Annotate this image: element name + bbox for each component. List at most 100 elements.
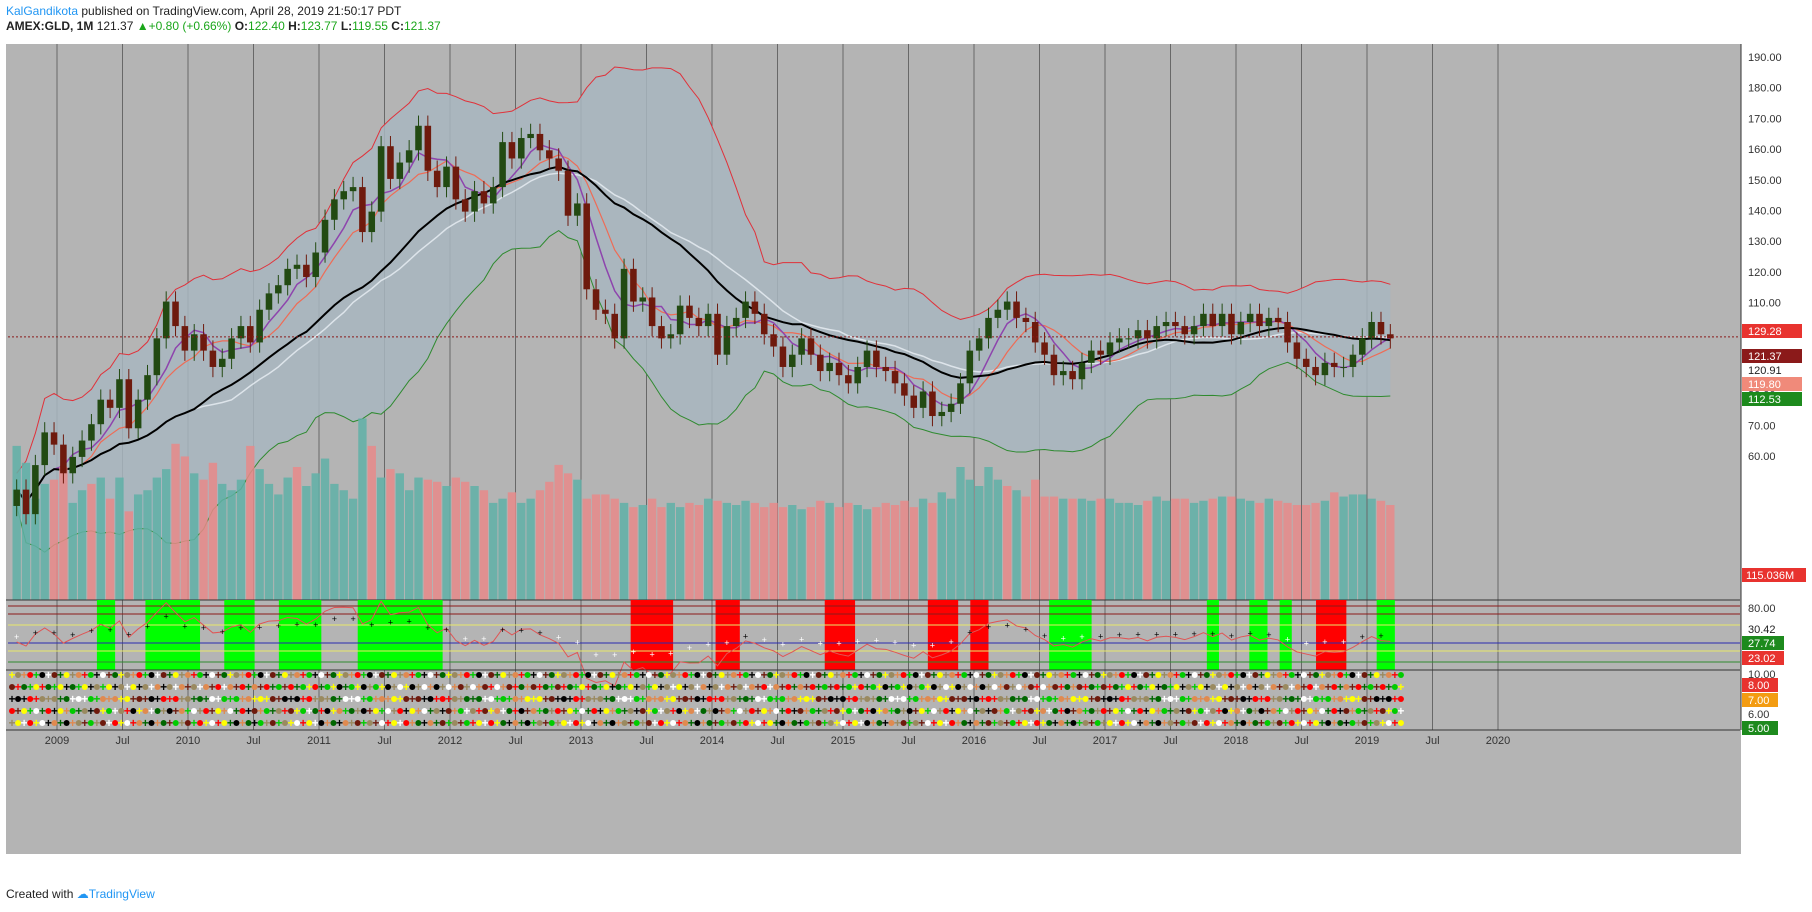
volume-label-box (1742, 568, 1806, 582)
signal-dot (142, 708, 149, 714)
signal-cross: + (130, 716, 137, 730)
signal-dot (664, 684, 671, 690)
volume-bar (498, 498, 507, 600)
signal-cross: + (469, 716, 476, 730)
signal-dot (288, 708, 294, 714)
signal-cross: + (1034, 704, 1041, 718)
signal-dot (318, 720, 325, 726)
signal-dot (1228, 720, 1235, 726)
signal-cross: + (664, 716, 671, 730)
signal-cross: + (639, 692, 646, 706)
price-tick-label: 60.00 (1748, 451, 1776, 463)
oscillator-marker: + (986, 622, 991, 632)
signal-cross: + (955, 692, 962, 706)
tradingview-brand[interactable]: TradingView (88, 887, 155, 901)
matrix-label-box (1742, 721, 1778, 735)
volume-bar (619, 502, 629, 600)
oscillator-marker: + (220, 627, 225, 637)
signal-dot (488, 672, 495, 678)
price-label-text: 129.28 (1748, 326, 1782, 338)
price-tick-label: 120.00 (1748, 267, 1782, 279)
signal-dot (1234, 708, 1241, 714)
signal-dot (791, 672, 798, 678)
symbol-label[interactable]: AMEX:GLD, 1M (6, 19, 94, 33)
signal-dot (1246, 708, 1253, 714)
signal-zone (927, 600, 959, 670)
oscillator-label-box (1742, 622, 1784, 636)
signal-dot (1155, 696, 1162, 702)
signal-cross: + (106, 716, 113, 730)
signal-cross: + (858, 692, 865, 706)
signal-dot (767, 672, 774, 678)
signal-cross: + (1288, 680, 1295, 694)
volume-bar (1311, 502, 1320, 600)
signal-cross: + (1397, 704, 1404, 718)
price-label-text: 119.80 (1748, 379, 1781, 391)
signal-dot (75, 720, 82, 726)
signal-cross: + (415, 704, 422, 718)
signal-cross: + (251, 716, 258, 730)
matrix-tick-label: 6.00 (1748, 709, 1769, 721)
signal-cross: + (488, 680, 495, 694)
signal-cross: + (566, 668, 573, 682)
oscillator-marker: + (369, 620, 374, 630)
candle-body (648, 297, 656, 327)
signal-cross: + (943, 668, 950, 682)
volume-bar (330, 483, 339, 600)
volume-bar (339, 490, 348, 600)
signal-cross: + (779, 704, 786, 718)
oscillator-marker: + (948, 637, 953, 647)
volume-bar (395, 473, 404, 600)
signal-cross: + (803, 680, 810, 694)
volume-bar (573, 479, 582, 600)
signal-dot (542, 708, 549, 714)
signal-cross: + (724, 716, 731, 730)
signal-cross: + (833, 692, 840, 706)
signal-cross: + (1118, 704, 1125, 718)
signal-dot (1161, 708, 1168, 714)
signal-cross: + (542, 716, 549, 730)
tradingview-logo-icon[interactable]: ☁ (76, 887, 89, 901)
signal-dot (178, 684, 185, 690)
price-tick-label: 180.00 (1748, 83, 1782, 95)
time-tick-label: 2015 (831, 735, 855, 747)
signal-cross: + (900, 680, 907, 694)
lower-band-line (16, 229, 1391, 553)
volume-bar (545, 481, 554, 600)
signal-zone (1316, 600, 1347, 670)
oscillator-marker: + (407, 616, 412, 626)
signal-dot (585, 720, 592, 726)
volume-bar (750, 502, 760, 600)
signal-cross: + (1258, 668, 1265, 682)
signal-cross: + (603, 668, 610, 682)
signal-cross: + (148, 704, 155, 718)
candle-body (854, 366, 861, 384)
candle-body (499, 142, 506, 188)
price-label-text: 120.91 (1748, 365, 1782, 377)
signal-cross: + (615, 716, 622, 730)
signal-cross: + (1197, 668, 1204, 682)
signal-zone (970, 600, 989, 670)
signal-cross: + (354, 704, 361, 718)
signal-cross: + (1131, 704, 1138, 718)
price-chart[interactable]: + + + + + + + + + + + + + + + + + + + + + + + + + + + + + + + + + + + + + + + +… (0, 40, 1812, 878)
signal-cross: + (1379, 668, 1386, 682)
author-link[interactable]: KalGandikota (6, 4, 79, 18)
signal-dot (366, 720, 373, 726)
signal-cross: + (300, 692, 307, 706)
signal-zone (1249, 600, 1268, 670)
signal-cross: + (457, 692, 464, 706)
signal-dot (251, 684, 258, 690)
volume-bar (685, 502, 694, 600)
signal-cross: + (566, 692, 573, 706)
signal-dot (1228, 672, 1235, 678)
volume-bar (1077, 498, 1087, 600)
volume-bar (1245, 500, 1255, 600)
signal-dot (688, 684, 695, 690)
signal-dot (215, 708, 222, 714)
signal-cross: + (1276, 704, 1283, 718)
signal-cross: + (409, 668, 416, 682)
candle-body (1088, 350, 1095, 363)
signal-cross: + (1215, 704, 1222, 718)
signal-dot (154, 708, 161, 714)
